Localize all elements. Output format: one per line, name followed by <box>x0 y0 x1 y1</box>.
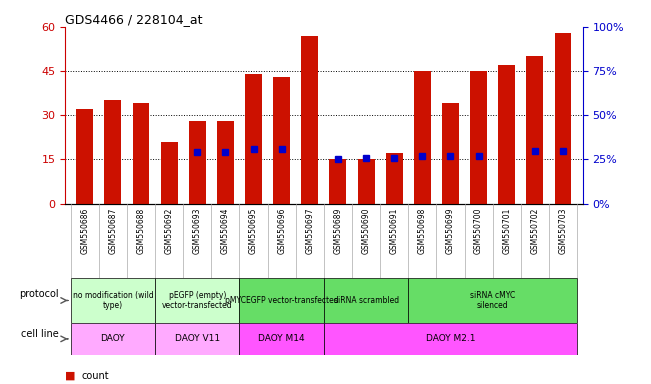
Text: GSM550689: GSM550689 <box>333 207 342 254</box>
Text: GSM550701: GSM550701 <box>502 207 511 254</box>
Bar <box>155 278 240 323</box>
Bar <box>470 71 487 204</box>
Bar <box>357 159 374 204</box>
Text: GSM550700: GSM550700 <box>474 207 483 254</box>
Text: GSM550696: GSM550696 <box>277 207 286 254</box>
Bar <box>217 121 234 204</box>
Text: GSM550692: GSM550692 <box>165 207 174 254</box>
Bar <box>273 77 290 204</box>
Text: protocol: protocol <box>19 289 59 299</box>
Text: siRNA cMYC
silenced: siRNA cMYC silenced <box>470 291 515 310</box>
Bar <box>71 278 155 323</box>
Bar <box>329 159 346 204</box>
Bar <box>442 103 459 204</box>
Text: DAOY M2.1: DAOY M2.1 <box>426 334 475 343</box>
Text: GSM550699: GSM550699 <box>446 207 455 254</box>
Text: DAOY: DAOY <box>101 334 125 343</box>
Text: siRNA scrambled: siRNA scrambled <box>333 296 398 305</box>
Text: DAOY M14: DAOY M14 <box>258 334 305 343</box>
Bar <box>240 278 324 323</box>
Bar <box>386 154 402 204</box>
Bar <box>324 323 577 355</box>
Text: GSM550688: GSM550688 <box>137 207 146 253</box>
Text: GSM550697: GSM550697 <box>305 207 314 254</box>
Bar <box>301 36 318 204</box>
Bar <box>71 323 155 355</box>
Bar <box>133 103 150 204</box>
Bar <box>104 101 121 204</box>
Bar <box>324 278 408 323</box>
Text: ■: ■ <box>65 371 76 381</box>
Text: count: count <box>81 371 109 381</box>
Text: GSM550693: GSM550693 <box>193 207 202 254</box>
Bar <box>245 74 262 204</box>
Text: cell line: cell line <box>21 329 59 339</box>
Text: GSM550695: GSM550695 <box>249 207 258 254</box>
Text: pMYCEGFP vector-transfected: pMYCEGFP vector-transfected <box>225 296 339 305</box>
Text: GSM550687: GSM550687 <box>109 207 117 254</box>
Bar <box>76 109 93 204</box>
Bar <box>240 323 324 355</box>
Text: GDS4466 / 228104_at: GDS4466 / 228104_at <box>65 13 202 26</box>
Bar <box>498 65 515 204</box>
Bar <box>408 278 577 323</box>
Text: GSM550698: GSM550698 <box>418 207 427 254</box>
Bar <box>155 323 240 355</box>
Bar <box>189 121 206 204</box>
Text: pEGFP (empty)
vector-transfected: pEGFP (empty) vector-transfected <box>162 291 232 310</box>
Text: GSM550694: GSM550694 <box>221 207 230 254</box>
Bar <box>161 142 178 204</box>
Text: GSM550686: GSM550686 <box>80 207 89 254</box>
Bar <box>555 33 572 204</box>
Bar <box>414 71 431 204</box>
Text: GSM550702: GSM550702 <box>531 207 539 254</box>
Text: GSM550703: GSM550703 <box>559 207 568 254</box>
Text: GSM550691: GSM550691 <box>390 207 398 254</box>
Text: GSM550690: GSM550690 <box>361 207 370 254</box>
Text: DAOY V11: DAOY V11 <box>174 334 220 343</box>
Bar <box>527 56 544 204</box>
Text: no modification (wild
type): no modification (wild type) <box>72 291 153 310</box>
